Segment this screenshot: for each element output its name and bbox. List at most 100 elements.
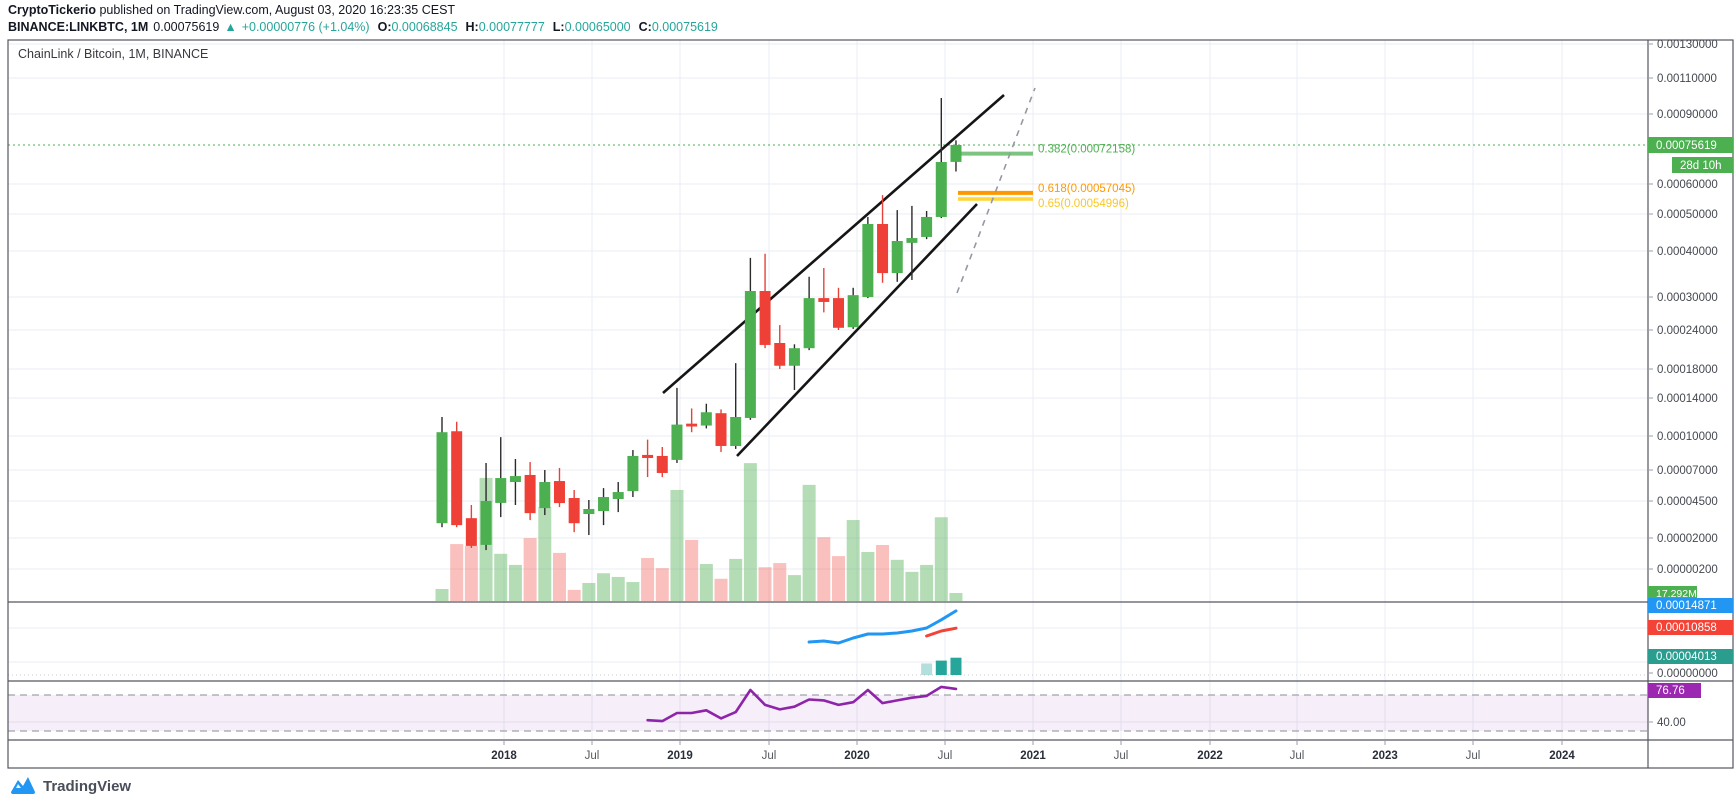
candle-body xyxy=(700,412,712,426)
candle-body xyxy=(509,476,521,483)
candles xyxy=(436,97,962,551)
svg-text:Jul: Jul xyxy=(1466,750,1481,762)
symbol-ticker: BINANCE:LINKBTC, 1M xyxy=(8,20,149,34)
candle-body xyxy=(847,295,859,328)
candle-body xyxy=(803,298,815,349)
candle-body xyxy=(832,298,844,328)
candle-body xyxy=(553,481,565,504)
volume-bar xyxy=(890,559,904,601)
last-price: 0.00075619 xyxy=(153,20,220,34)
candle-body xyxy=(891,241,903,274)
volume-bars xyxy=(435,463,963,601)
volume-bar xyxy=(538,507,552,601)
chart-frame xyxy=(7,39,1734,769)
svg-text:Jul: Jul xyxy=(585,750,600,762)
volume-bar xyxy=(670,489,684,601)
price-change: +0.00000776 (+1.04%) xyxy=(241,20,370,34)
volume-bar xyxy=(802,484,816,601)
candle-body xyxy=(788,348,800,366)
svg-text:0.00040000: 0.00040000 xyxy=(1657,246,1718,258)
last-price-tag: 0.00075619 xyxy=(1648,137,1733,153)
volume-bar xyxy=(655,568,669,601)
candle-body xyxy=(612,492,624,500)
volume-bar xyxy=(714,578,728,601)
volume-bar xyxy=(567,589,581,601)
svg-text:Jul: Jul xyxy=(1290,750,1305,762)
publish-byline: CryptoTickerio published on TradingView.… xyxy=(8,3,455,17)
svg-text:2019: 2019 xyxy=(667,750,693,762)
candle-body xyxy=(480,501,492,545)
candle-body xyxy=(862,223,874,297)
candle-body xyxy=(877,223,889,274)
candle-body xyxy=(759,291,771,345)
rsi-value-tag: 76.76 xyxy=(1648,683,1701,698)
volume-bar xyxy=(758,567,772,601)
svg-text:0.382(0.00072158): 0.382(0.00072158) xyxy=(1038,144,1135,156)
macd-indicator xyxy=(807,609,962,675)
tradingview-mountain-icon xyxy=(11,777,35,794)
svg-text:76.76: 76.76 xyxy=(1656,685,1685,697)
volume-bar xyxy=(508,564,522,601)
channel-upper-line xyxy=(662,94,1005,394)
candle-body xyxy=(671,424,683,460)
candle-body xyxy=(524,474,536,514)
low-label: L: xyxy=(552,20,565,34)
volume-bar xyxy=(611,576,625,601)
svg-text:0.00050000: 0.00050000 xyxy=(1657,209,1718,221)
rsi-indicator xyxy=(646,685,958,723)
svg-text:0.00002000: 0.00002000 xyxy=(1657,533,1718,545)
volume-bar xyxy=(934,517,948,601)
candle-body xyxy=(451,431,463,526)
svg-text:0.00110000: 0.00110000 xyxy=(1657,73,1717,85)
fib-retracement[interactable]: 0.382(0.00072158) 0.618(0.00057045) 0.65(0… xyxy=(958,144,1135,210)
projection-dashed-line xyxy=(956,87,1036,294)
svg-text:0.00075619: 0.00075619 xyxy=(1656,140,1717,152)
svg-text:Jul: Jul xyxy=(938,750,953,762)
volume-bar xyxy=(523,538,537,601)
tradingview-logo[interactable]: TradingView xyxy=(10,775,131,797)
candle-body xyxy=(774,343,786,366)
volume-bar xyxy=(920,564,934,601)
svg-text:0.00000000: 0.00000000 xyxy=(1657,668,1718,680)
high-value: 0.00077777 xyxy=(478,20,545,34)
svg-text:2018: 2018 xyxy=(491,750,517,762)
volume-bar xyxy=(552,552,566,601)
volume-bar xyxy=(773,563,787,601)
close-value: 0.00075619 xyxy=(651,20,718,34)
candle-body xyxy=(642,454,654,458)
macd-histogram-bar xyxy=(921,663,933,675)
volume-bar xyxy=(464,545,478,601)
macd-value-tag: 0.00014871 xyxy=(1648,598,1733,613)
publish-info: published on TradingView.com, August 03,… xyxy=(96,3,456,17)
candle-body xyxy=(465,518,477,546)
histogram-value-tag: 0.00004013 xyxy=(1648,649,1733,664)
volume-bar xyxy=(450,544,464,601)
volume-bar xyxy=(876,545,890,601)
volume-bar xyxy=(787,575,801,601)
ascending-channel-drawing[interactable] xyxy=(662,87,1036,457)
author-name: CryptoTickerio xyxy=(8,3,96,17)
svg-text:Jul: Jul xyxy=(762,750,777,762)
time-axis[interactable]: 2018 Jul 2019 Jul 2020 Jul 2021 Jul 2022 Jul 2023 J… xyxy=(491,740,1575,762)
volume-bar xyxy=(699,563,713,601)
svg-text:2022: 2022 xyxy=(1197,750,1223,762)
macd-histogram-bar xyxy=(935,660,947,675)
svg-text:0.00060000: 0.00060000 xyxy=(1657,179,1718,191)
grid-lines xyxy=(8,40,1648,740)
close-label: C: xyxy=(638,20,652,34)
svg-text:2021: 2021 xyxy=(1020,750,1046,762)
svg-text:0.00130000: 0.00130000 xyxy=(1657,39,1718,51)
volume-bar xyxy=(949,592,963,601)
candle-body xyxy=(598,497,610,512)
volume-bar xyxy=(685,539,699,601)
svg-text:0.00024000: 0.00024000 xyxy=(1657,325,1718,337)
open-label: O: xyxy=(377,20,392,34)
svg-text:0.00018000: 0.00018000 xyxy=(1657,364,1718,376)
candle-body xyxy=(627,455,639,492)
candle-body xyxy=(715,413,727,446)
volume-bar xyxy=(831,556,845,601)
volume-bar xyxy=(626,582,640,601)
svg-text:0.00000200: 0.00000200 xyxy=(1657,564,1718,576)
price-axis[interactable]: 0.00130000 0.00110000 0.00090000 0.00060000… xyxy=(1648,39,1733,729)
